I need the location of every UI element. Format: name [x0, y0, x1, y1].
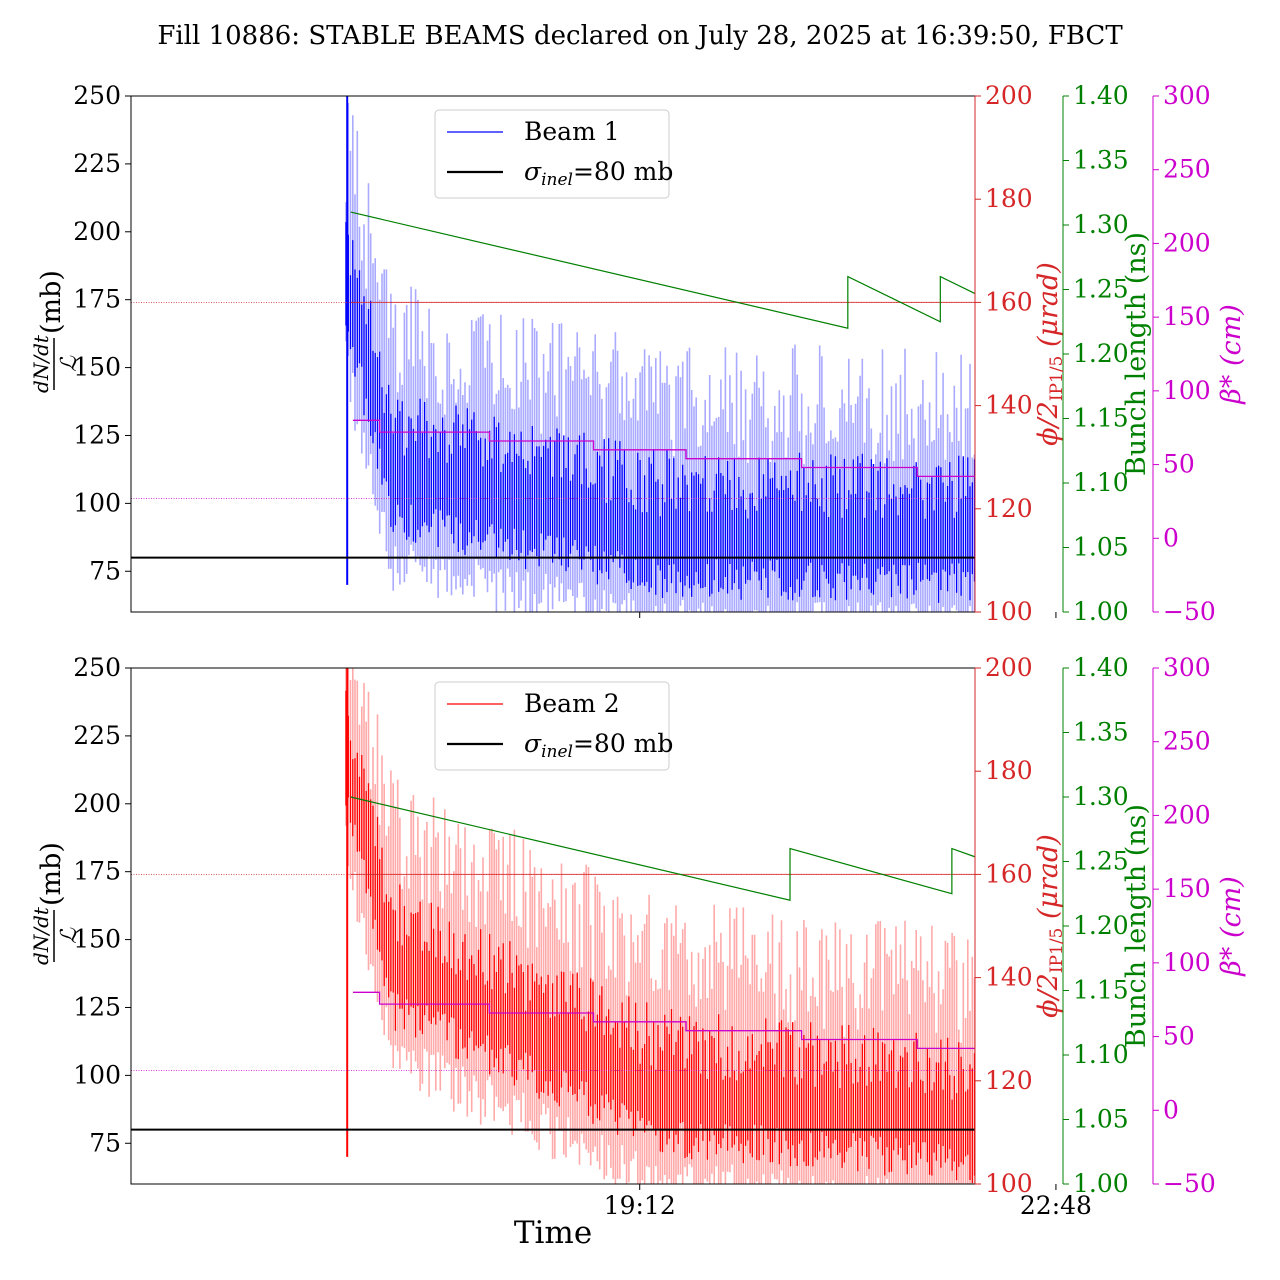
bunch-axis-tick-label: 1.00	[1073, 597, 1129, 626]
y-tick-label: 75	[89, 556, 121, 585]
beta-axis-tick-label: 0	[1163, 523, 1179, 552]
bunch-axis-tick-label: 1.20	[1073, 911, 1129, 940]
beta-axis-tick-label: 300	[1163, 653, 1211, 682]
beta-axis-tick-label: 150	[1163, 302, 1211, 331]
crossing-axis-tick-label: 160	[985, 859, 1033, 888]
bunch-axis-tick-label: 1.15	[1073, 976, 1129, 1005]
bunch-axis-tick-label: 1.40	[1073, 81, 1129, 110]
x-axis-label: Time	[514, 1215, 592, 1251]
crossing-axis-tick-label: 140	[985, 963, 1033, 992]
beta-axis-tick-label: 50	[1163, 450, 1195, 479]
beta-axis-tick-label: 250	[1163, 727, 1211, 756]
y-tick-label: 200	[73, 217, 121, 246]
y-tick-label: 200	[73, 789, 121, 818]
beta-star-series	[352, 419, 975, 478]
crossing-axis-tick-label: 160	[985, 287, 1033, 316]
legend: Beam 1 σinel=80 mb	[434, 109, 673, 199]
legend: Beam 2 σinel=80 mb	[434, 681, 673, 771]
chart-title: Fill 10886: STABLE BEAMS declared on Jul…	[157, 21, 1123, 51]
crossing-axis-tick-label: 200	[985, 653, 1033, 682]
y-tick-label: 125	[73, 992, 121, 1021]
plot-area	[131, 668, 975, 1184]
crossing-axis-tick-label: 180	[985, 756, 1033, 785]
bunch-axis-tick-label: 1.05	[1073, 533, 1129, 562]
beam-rate-series	[345, 222, 975, 603]
beta-axis-tick-label: 50	[1163, 1022, 1195, 1051]
bunch-axis-tick-label: 1.30	[1073, 210, 1129, 239]
y-label-numerator: dN/dt	[29, 906, 53, 965]
y-tick-label: 250	[73, 81, 121, 110]
bunch-axis-tick-label: 1.05	[1073, 1105, 1129, 1134]
bunch-axis-tick-label: 1.35	[1073, 146, 1129, 175]
panel-top: 75 100 125 150 175 200 225 250 dN/dt ℒ (mb) 100 120 1…	[29, 81, 1247, 626]
legend-beam-label: Beam 1	[524, 117, 620, 146]
crossing-axis-tick-label: 180	[985, 184, 1033, 213]
x-tick-label: 19:12	[604, 1191, 676, 1220]
crossing-axis-label: ϕ/2IP1/5 (μrad)	[1033, 834, 1067, 1018]
bunch-axis-tick-label: 1.10	[1073, 1040, 1129, 1069]
x-tick-label: 22:48	[1020, 1191, 1092, 1220]
y-axis-label: dN/dt ℒ (mb)	[29, 842, 82, 965]
y-label-denominator: ℒ	[57, 355, 82, 372]
bunch-axis-tick-label: 1.35	[1073, 718, 1129, 747]
plot-area	[131, 96, 975, 612]
y-tick-label: 150	[73, 353, 121, 382]
beta-axis-tick-label: −50	[1163, 1169, 1216, 1198]
beta-axis-tick-label: −50	[1163, 597, 1216, 626]
y-label-unit: (mb)	[36, 842, 67, 906]
bunch-axis-tick-label: 1.15	[1073, 404, 1129, 433]
bunch-axis-tick-label: 1.40	[1073, 653, 1129, 682]
y-tick-label: 75	[89, 1128, 121, 1157]
y-axis-label: dN/dt ℒ (mb)	[29, 270, 82, 393]
crossing-axis-tick-label: 120	[985, 494, 1033, 523]
y-tick-label: 225	[73, 721, 121, 750]
y-label-denominator: ℒ	[57, 927, 82, 944]
beta-axis-tick-label: 300	[1163, 81, 1211, 110]
beta-star-series	[352, 991, 975, 1050]
y-tick-label: 175	[73, 285, 121, 314]
crossing-axis-tick-label: 100	[985, 597, 1033, 626]
beta-axis-tick-label: 200	[1163, 228, 1211, 257]
legend-sigma-label: σinel=80 mb	[524, 729, 673, 762]
y-tick-label: 100	[73, 488, 121, 517]
y-tick-label: 175	[73, 857, 121, 886]
panel-bottom: 7510012515017520022525019:1222:4802:2406…	[29, 653, 1247, 1251]
crossing-axis-label: ϕ/2IP1/5 (μrad)	[1033, 262, 1067, 446]
beta-axis-tick-label: 250	[1163, 155, 1211, 184]
beta-axis-label: β* (cm)	[1216, 304, 1247, 404]
legend-beam-label: Beam 2	[524, 689, 620, 718]
beta-axis-tick-label: 0	[1163, 1095, 1179, 1124]
y-tick-label: 150	[73, 925, 121, 954]
bunch-axis-tick-label: 1.25	[1073, 275, 1129, 304]
bunch-axis-label: Bunch length (ns)	[1121, 804, 1152, 1048]
bunch-axis-tick-label: 1.25	[1073, 847, 1129, 876]
y-tick-label: 225	[73, 149, 121, 178]
bunch-axis-tick-label: 1.20	[1073, 339, 1129, 368]
beta-axis-tick-label: 100	[1163, 948, 1211, 977]
y-tick-label: 125	[73, 420, 121, 449]
legend-sigma-label: σinel=80 mb	[524, 157, 673, 190]
beta-axis-label: β* (cm)	[1216, 876, 1247, 976]
y-label-numerator: dN/dt	[29, 334, 53, 393]
crossing-axis-tick-label: 120	[985, 1066, 1033, 1095]
bunch-axis-tick-label: 1.10	[1073, 468, 1129, 497]
crossing-axis-tick-label: 200	[985, 81, 1033, 110]
y-label-unit: (mb)	[36, 270, 67, 334]
beta-axis-tick-label: 100	[1163, 376, 1211, 405]
crossing-axis-tick-label: 140	[985, 391, 1033, 420]
bunch-axis-label: Bunch length (ns)	[1121, 232, 1152, 476]
y-tick-label: 250	[73, 653, 121, 682]
crossing-axis-tick-label: 100	[985, 1169, 1033, 1198]
beta-axis-tick-label: 200	[1163, 800, 1211, 829]
bunch-axis-tick-label: 1.30	[1073, 782, 1129, 811]
y-tick-label: 100	[73, 1060, 121, 1089]
bunch-axis-tick-label: 1.00	[1073, 1169, 1129, 1198]
beta-axis-tick-label: 150	[1163, 874, 1211, 903]
